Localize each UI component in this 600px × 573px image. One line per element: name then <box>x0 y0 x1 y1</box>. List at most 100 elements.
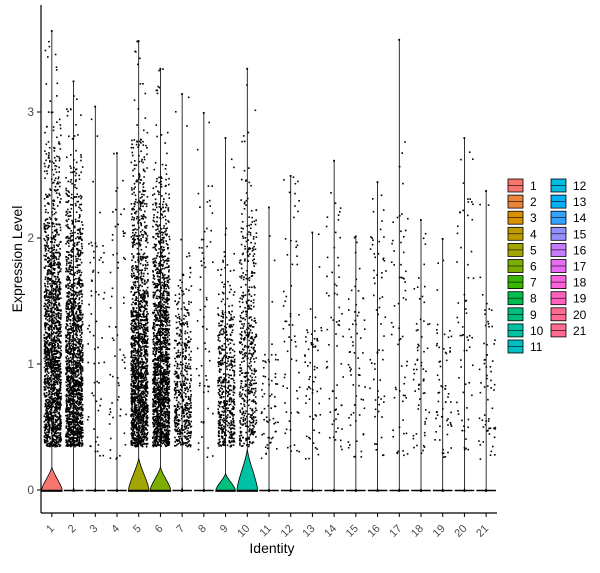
data-point <box>73 389 75 391</box>
data-point <box>76 196 78 198</box>
data-point <box>109 326 111 328</box>
data-point <box>77 283 79 285</box>
data-point <box>134 370 136 372</box>
data-point <box>54 394 56 396</box>
data-point <box>59 160 61 162</box>
data-point <box>144 222 146 224</box>
data-point <box>76 421 78 423</box>
data-point <box>68 219 70 221</box>
data-point <box>74 396 76 398</box>
data-point <box>53 434 55 436</box>
data-point <box>46 342 48 344</box>
data-point <box>133 311 135 313</box>
data-point <box>74 349 76 351</box>
data-point <box>138 392 140 394</box>
data-point <box>72 420 74 422</box>
data-point <box>147 336 149 338</box>
data-point <box>46 356 48 358</box>
data-point <box>58 392 60 394</box>
data-point <box>53 386 55 388</box>
data-point <box>146 342 148 344</box>
data-point <box>141 383 143 385</box>
data-point <box>44 406 46 408</box>
data-point <box>69 445 71 447</box>
data-point <box>74 272 76 274</box>
data-point <box>132 319 134 321</box>
data-point <box>140 240 142 242</box>
data-point <box>73 274 75 276</box>
data-point <box>66 311 68 313</box>
data-point <box>73 387 75 389</box>
data-point <box>74 304 76 306</box>
data-point <box>76 434 78 436</box>
data-point <box>49 46 51 48</box>
data-point <box>133 225 135 227</box>
data-point <box>67 111 69 113</box>
data-point <box>54 312 56 314</box>
data-point <box>60 324 62 326</box>
data-point <box>144 231 146 233</box>
data-point <box>51 329 53 331</box>
data-point <box>110 438 112 440</box>
data-point <box>93 251 95 253</box>
data-point <box>146 329 148 331</box>
data-point <box>142 282 144 284</box>
data-point <box>53 268 55 270</box>
data-point <box>44 342 46 344</box>
data-point <box>77 416 79 418</box>
data-point <box>59 158 61 160</box>
data-point <box>53 235 55 237</box>
data-point <box>46 428 48 430</box>
data-point <box>123 302 125 304</box>
data-point <box>144 327 146 329</box>
data-point <box>138 273 140 275</box>
data-point <box>135 299 137 301</box>
data-point <box>146 316 148 318</box>
data-point <box>56 183 58 185</box>
data-point <box>137 271 139 273</box>
data-point <box>135 302 137 304</box>
data-point <box>67 115 69 117</box>
data-point <box>66 259 68 261</box>
data-point <box>58 369 60 371</box>
data-point <box>46 401 48 403</box>
data-point <box>48 157 50 159</box>
data-point <box>69 271 71 273</box>
data-point <box>96 401 98 403</box>
data-point <box>76 201 78 203</box>
data-point <box>87 328 89 330</box>
data-point <box>140 361 142 363</box>
data-point <box>139 420 141 422</box>
data-point <box>112 254 114 256</box>
data-point <box>139 290 141 292</box>
data-point <box>75 344 77 346</box>
data-point <box>137 248 139 250</box>
data-point <box>137 326 139 328</box>
data-point <box>141 429 143 431</box>
data-point <box>54 444 56 446</box>
data-point <box>47 340 49 342</box>
data-point <box>146 394 148 396</box>
data-point <box>72 325 74 327</box>
data-point <box>138 380 140 382</box>
data-point <box>45 300 47 302</box>
data-point <box>71 314 73 316</box>
data-point <box>136 179 138 181</box>
violin-points-5 <box>130 40 149 447</box>
data-point <box>124 367 126 369</box>
data-point <box>140 393 142 395</box>
data-point <box>131 320 133 322</box>
data-point <box>65 340 67 342</box>
data-point <box>146 282 148 284</box>
data-point <box>58 357 60 359</box>
data-point <box>113 153 115 155</box>
data-point <box>137 386 139 388</box>
data-point <box>51 326 53 328</box>
data-point <box>136 164 138 166</box>
data-point <box>71 393 73 395</box>
data-point <box>56 95 58 97</box>
data-point <box>131 327 133 329</box>
data-point <box>91 295 93 297</box>
data-point <box>82 436 84 438</box>
data-point <box>131 219 133 221</box>
